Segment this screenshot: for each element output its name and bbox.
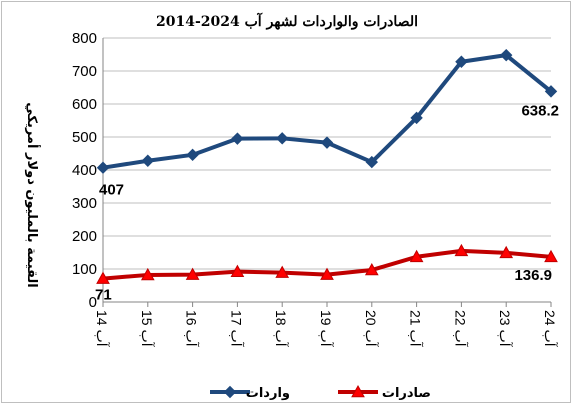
data-label: 638.2 [521,102,559,119]
x-tick-label: آب 22 [452,310,469,348]
data-point-diamond [455,55,468,68]
x-tick-label: آب 24 [542,310,559,348]
x-tick-label: آب 16 [184,310,201,348]
data-point-diamond [544,85,558,98]
x-tick-label: آب 14 [94,310,111,348]
legend-label: صادرات [382,386,431,401]
x-tick-label: آب 23 [497,310,514,348]
x-tick-label: آب 15 [139,310,156,348]
y-tick-label: 0 [89,294,97,311]
y-axis: 0 100 200 300 400 500 600 700 800 [72,30,104,311]
data-point-diamond [141,154,155,167]
data-label: 407 [99,182,124,199]
data-point-triangle [320,267,334,280]
data-point-diamond [96,161,110,174]
x-tick-label: آب 17 [228,310,245,348]
data-point-diamond [499,48,513,62]
data-point-triangle [409,249,424,263]
x-axis: آب 14 آب 15 آب 16 آب 17 آب 18 آب 19 آب 20 آب 21… [94,301,559,348]
data-point-diamond [231,132,244,145]
y-tick-label: 300 [72,195,97,212]
x-tick-label: آب 18 [273,310,290,348]
data-point-triangle [275,265,290,278]
legend: واردات صادرات [210,384,431,401]
gridlines [103,37,551,303]
data-point-triangle [351,384,365,398]
legend-label: واردات [246,386,290,401]
data-point-diamond [365,155,379,169]
data-point-diamond [275,132,289,145]
y-tick-label: 100 [72,261,97,278]
y-tick-label: 400 [72,162,97,179]
x-tick-label: آب 21 [408,310,425,348]
data-point-diamond [410,111,423,125]
data-point-triangle [230,264,245,277]
chart-title: الصادرات والواردات لشهر آب 2024-2014 [156,12,418,30]
data-point-triangle [140,267,155,281]
data-label: 136.9 [514,267,552,284]
y-tick-label: 700 [72,63,97,80]
x-tick-label: آب 20 [363,310,380,348]
data-point-triangle [96,271,110,284]
data-point-triangle [499,245,514,259]
data-point-diamond [223,385,237,399]
data-point-triangle [454,243,469,257]
series-group [96,48,558,284]
data-point-triangle [544,249,558,263]
data-point-triangle [185,267,200,280]
y-axis-label: القيمة بالمليون دولار أمريكي [24,102,41,288]
y-tick-label: 500 [72,129,97,146]
y-tick-label: 200 [72,228,97,245]
series-line [101,53,553,170]
data-labels: 407 638.2 71 136.9 [95,102,559,303]
y-tick-label: 600 [72,96,97,113]
data-label: 71 [95,287,112,304]
y-tick-label: 800 [72,30,97,47]
data-point-diamond [320,136,334,149]
data-point-triangle [364,262,379,276]
x-tick-label: آب 19 [318,310,335,348]
data-point-diamond [186,148,199,162]
